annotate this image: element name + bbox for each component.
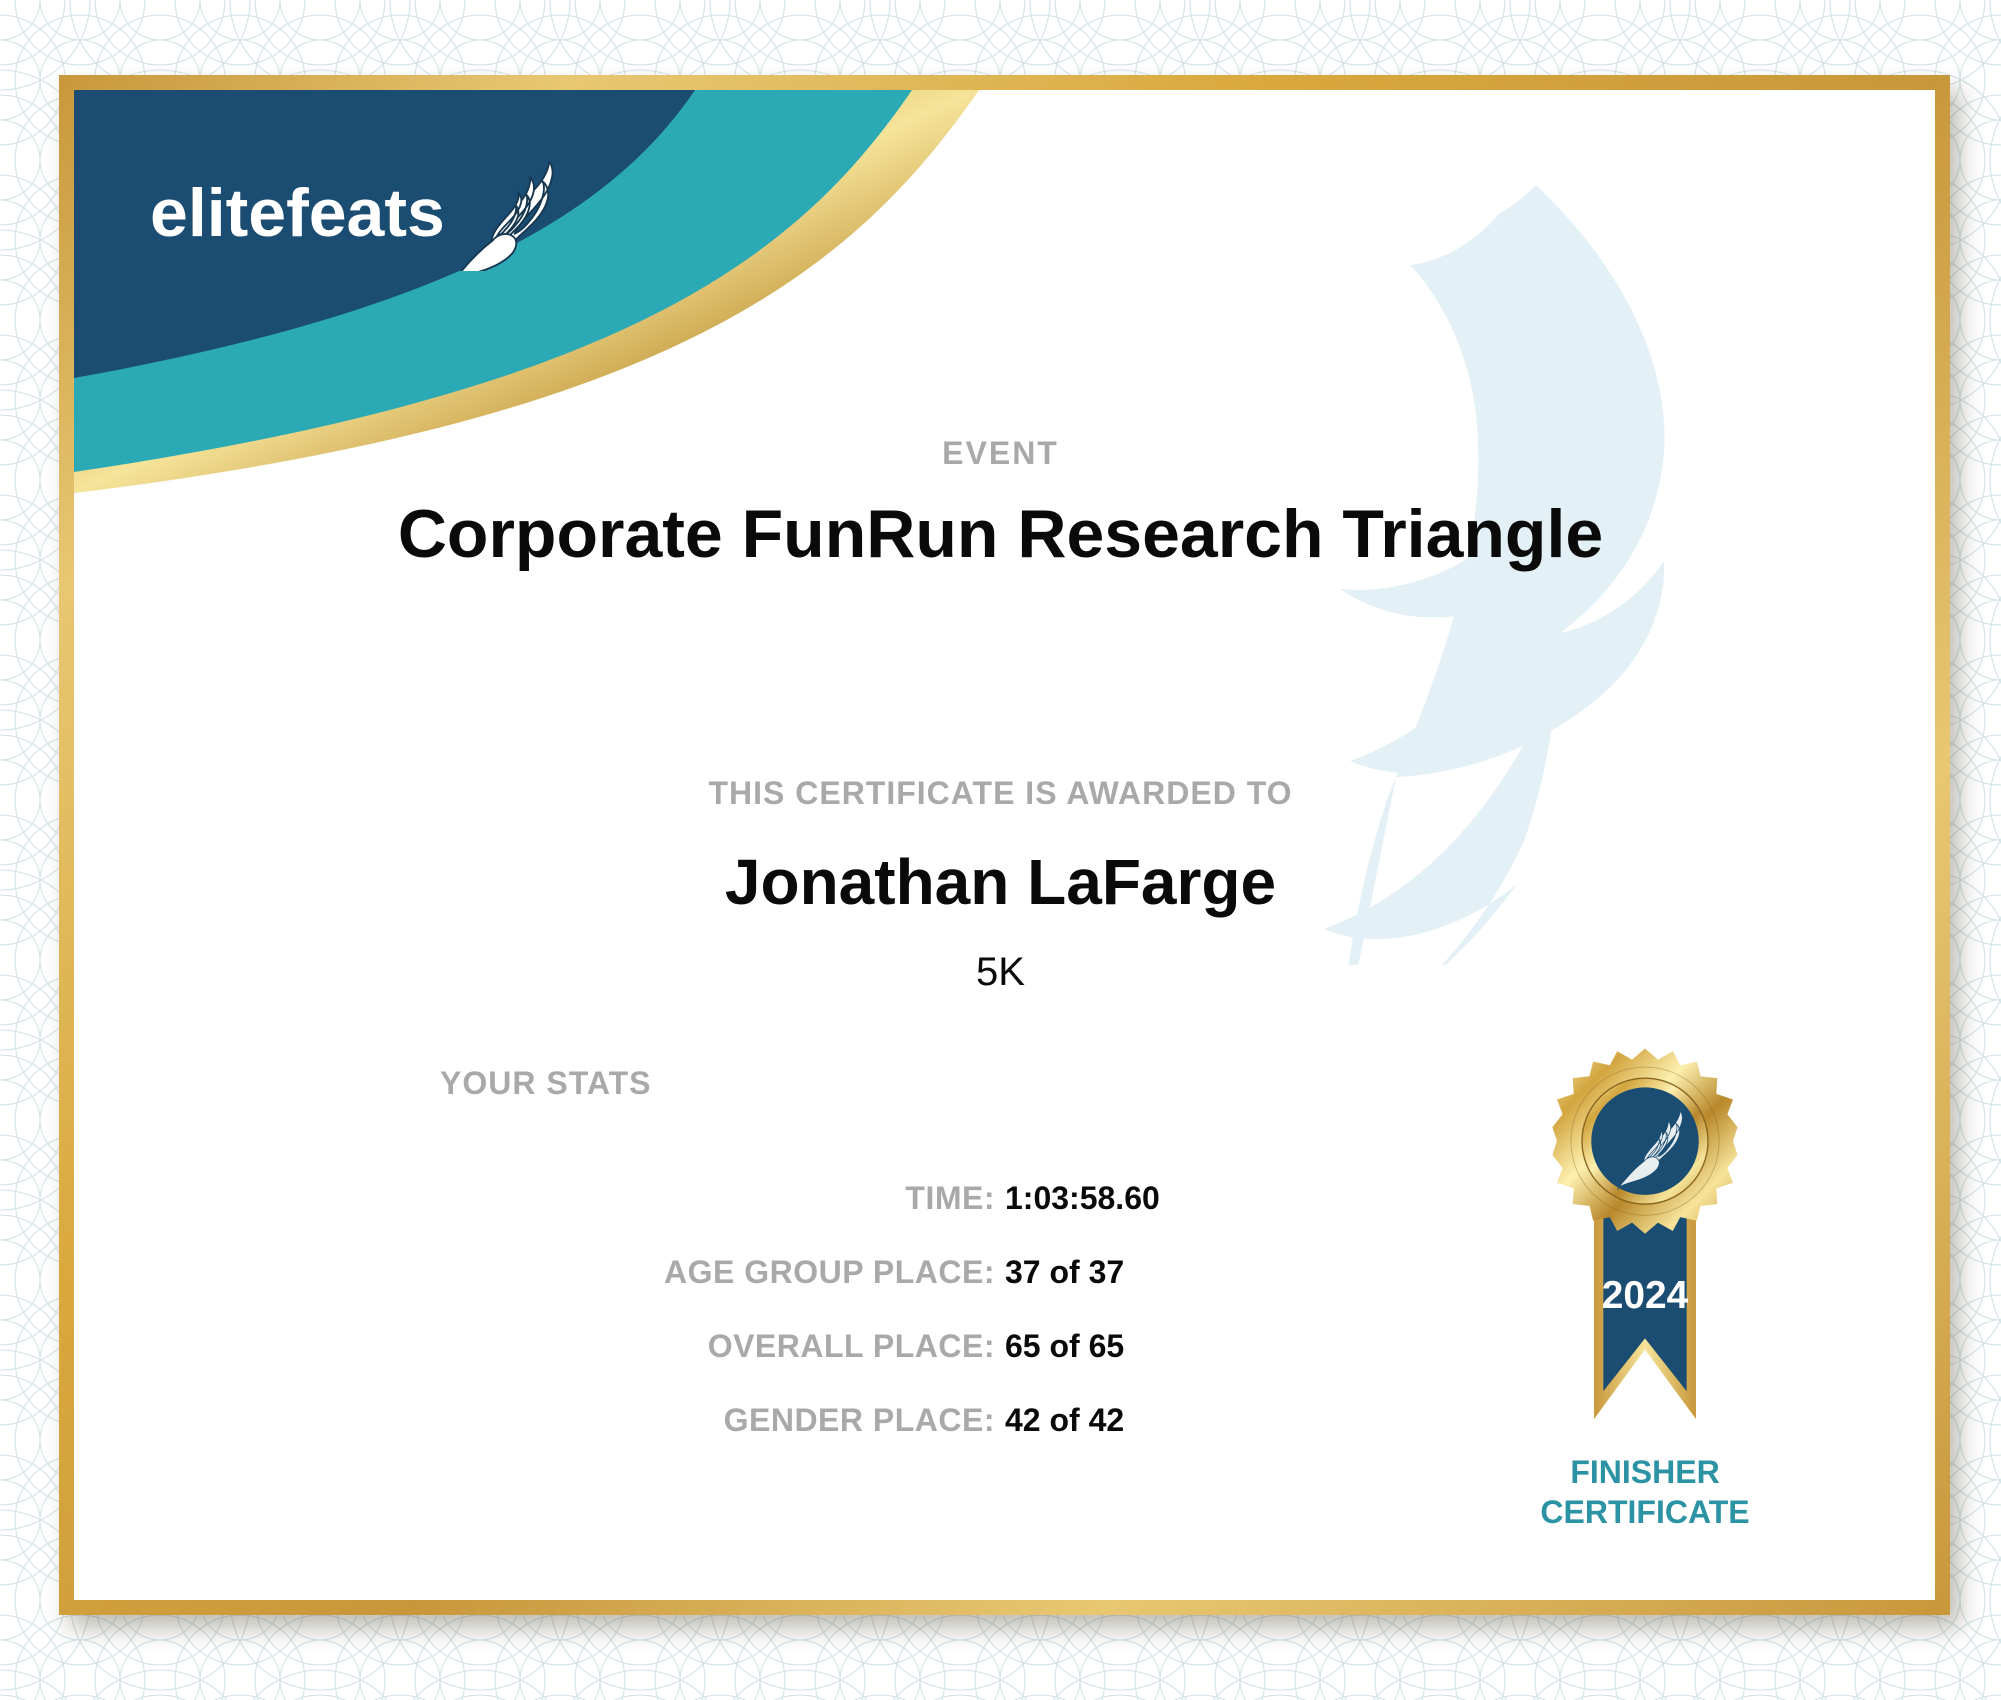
svg-text:2024: 2024 [1602,1274,1689,1317]
